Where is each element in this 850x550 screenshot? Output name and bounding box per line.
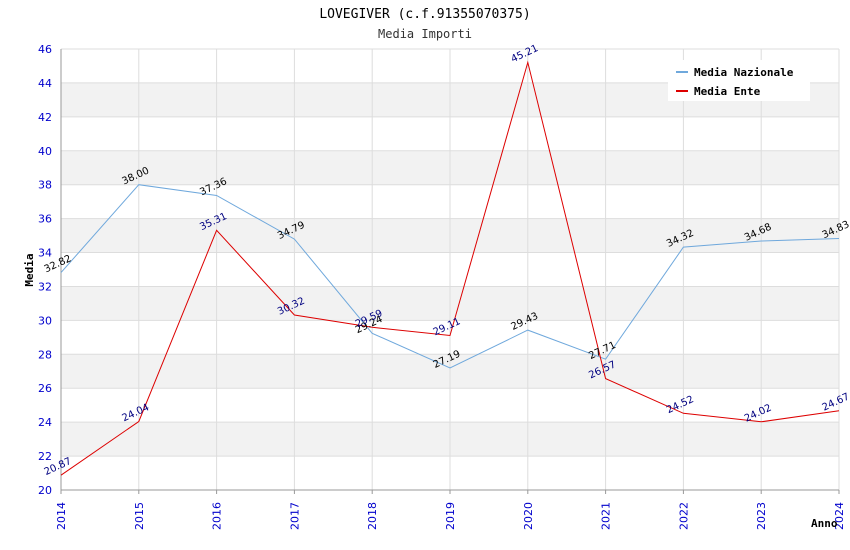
x-tick-label: 2017 — [288, 502, 301, 530]
gridlines — [60, 48, 840, 491]
y-tick-label: 44 — [38, 77, 52, 90]
y-tick-label: 34 — [38, 247, 52, 260]
x-axis-label: Anno — [811, 517, 838, 530]
y-tick-label: 36 — [38, 213, 52, 226]
x-tick-label: 2022 — [677, 502, 690, 530]
legend-box — [668, 60, 810, 101]
x-tick-label: 2020 — [522, 502, 535, 530]
x-tick-label: 2021 — [600, 502, 613, 530]
series-lines — [60, 60, 840, 476]
legend: Media Nazionale Media Ente — [668, 60, 810, 101]
series-line-2 — [60, 60, 840, 476]
y-tick-label: 28 — [38, 348, 52, 361]
x-tick-label: 2015 — [133, 502, 146, 530]
y-tick-label: 40 — [38, 145, 52, 158]
y-tick-label: 30 — [38, 314, 52, 327]
y-axis-ticks: 20 22 24 26 28 30 32 34 36 38 40 42 44 46 — [38, 43, 52, 497]
y-tick-label: 26 — [38, 382, 52, 395]
x-tick-label: 2014 — [55, 502, 68, 530]
y-tick-label: 24 — [38, 416, 52, 429]
x-tick-label: 2024 — [833, 502, 846, 530]
y-tick-label: 22 — [38, 450, 52, 463]
x-tick-label: 2019 — [444, 502, 457, 530]
legend-label: Media Ente — [694, 85, 761, 98]
series-line-1 — [60, 184, 840, 369]
chart-title: LOVEGIVER (c.f.91355070375) — [319, 7, 530, 22]
y-tick-label: 38 — [38, 179, 52, 192]
x-tick-label: 2023 — [755, 502, 768, 530]
y-tick-label: 46 — [38, 43, 52, 56]
y-tick-label: 20 — [38, 484, 52, 497]
x-axis-ticks: 2014 2015 2016 2017 2018 2019 2020 2021 2022 2023… — [55, 490, 846, 530]
x-tick-label: 2016 — [211, 502, 224, 530]
chart-subtitle: Media Importi — [378, 27, 472, 41]
y-tick-label: 32 — [38, 280, 52, 293]
x-tick-label: 2018 — [366, 502, 379, 530]
y-tick-label: 42 — [38, 111, 52, 124]
legend-label: Media Nazionale — [694, 66, 794, 79]
y-axis-label: Media — [23, 253, 36, 286]
